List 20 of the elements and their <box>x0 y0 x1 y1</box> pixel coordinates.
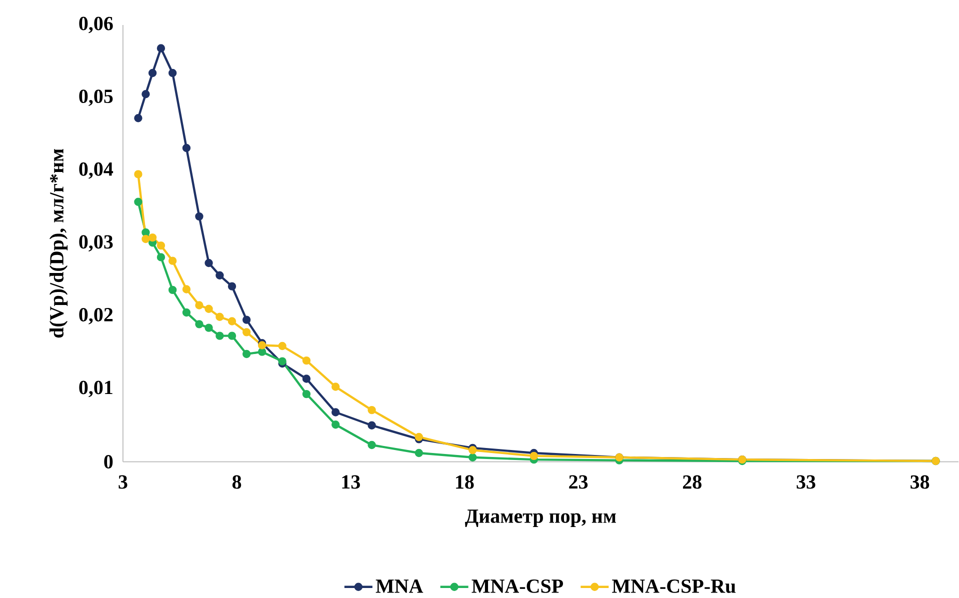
legend-label: MNA-CSP-Ru <box>612 579 736 593</box>
x-tick-label: 8 <box>232 475 242 489</box>
y-tick-label: 0,02 <box>79 308 113 324</box>
y-tick-label: 0,04 <box>79 162 114 179</box>
x-tick-label: 23 <box>569 475 588 489</box>
y-tick-label: 0,05 <box>79 89 113 106</box>
y-tick-label: 0,06 <box>79 16 113 34</box>
x-tick-label: 13 <box>342 475 360 489</box>
x-tick-label: 38 <box>910 475 930 489</box>
x-tick-label: 18 <box>456 475 474 489</box>
y-tick-label: 0,01 <box>79 380 112 398</box>
x-tick-label: 28 <box>682 475 702 489</box>
y-tick-label: 0 <box>104 454 113 468</box>
x-tick-label: 3 <box>118 475 128 489</box>
x-tick-label: 33 <box>796 475 816 489</box>
y-tick-label: 0,03 <box>79 235 113 252</box>
x-axis-title: Диаметр пор, нм <box>464 510 616 527</box>
legend-label: MNA <box>376 579 424 593</box>
legend-label: MNA-CSP <box>472 579 564 593</box>
y-axis-title: d(Vp)/d(Dp), мл/г*нм <box>49 148 68 338</box>
